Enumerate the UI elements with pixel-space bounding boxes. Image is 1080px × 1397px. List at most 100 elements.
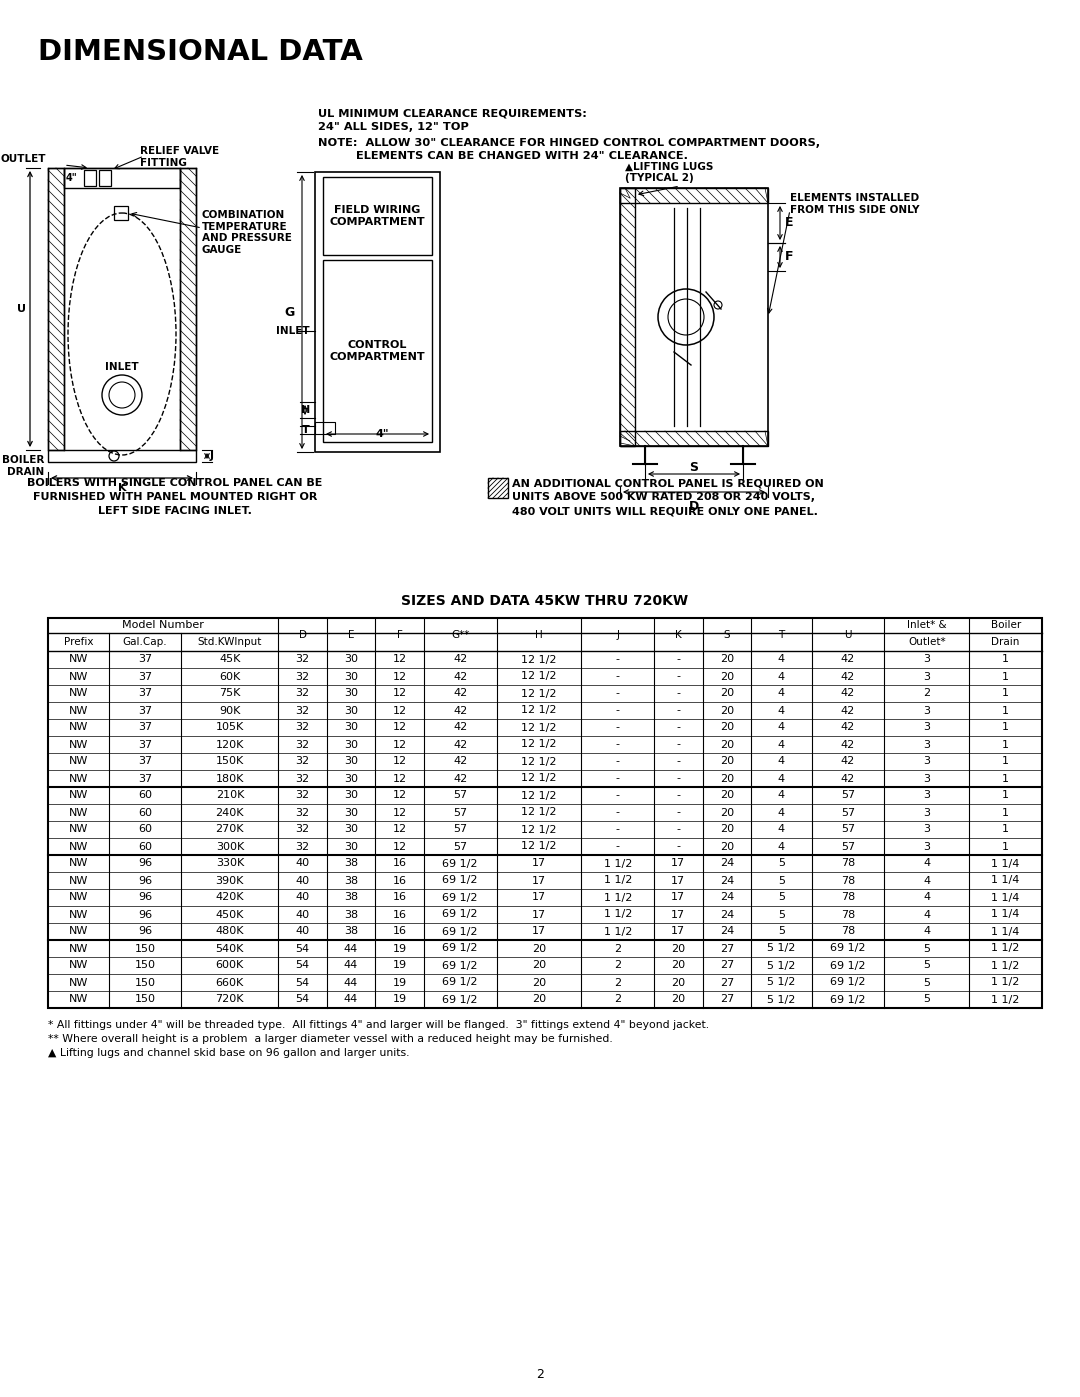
- Text: 57: 57: [841, 791, 855, 800]
- Text: 32: 32: [296, 757, 310, 767]
- Text: 12: 12: [392, 757, 406, 767]
- Text: 40: 40: [296, 859, 310, 869]
- Text: 54: 54: [296, 978, 310, 988]
- Text: J: J: [617, 630, 619, 640]
- Text: 3: 3: [923, 739, 930, 750]
- Text: OUTLET: OUTLET: [0, 154, 46, 163]
- Text: 38: 38: [345, 926, 359, 936]
- Text: NW: NW: [69, 689, 87, 698]
- Text: 5 1/2: 5 1/2: [767, 943, 796, 954]
- Bar: [180, 168, 195, 450]
- Text: 4: 4: [923, 909, 930, 919]
- Text: NW: NW: [69, 893, 87, 902]
- Text: 42: 42: [453, 774, 468, 784]
- Text: D: D: [689, 500, 699, 513]
- Text: 480K: 480K: [216, 926, 244, 936]
- Text: 1 1/4: 1 1/4: [991, 926, 1020, 936]
- Text: 150K: 150K: [216, 757, 244, 767]
- Text: 17: 17: [672, 909, 686, 919]
- Text: 1 1/2: 1 1/2: [604, 926, 632, 936]
- Text: AN ADDITIONAL CONTROL PANEL IS REQUIRED ON: AN ADDITIONAL CONTROL PANEL IS REQUIRED …: [512, 478, 824, 488]
- Text: 4: 4: [778, 774, 785, 784]
- Text: 42: 42: [453, 689, 468, 698]
- Text: 54: 54: [296, 943, 310, 954]
- Text: 69 1/2: 69 1/2: [443, 961, 477, 971]
- Text: 1 1/2: 1 1/2: [604, 876, 632, 886]
- Text: 30: 30: [345, 705, 359, 715]
- Text: -: -: [676, 655, 680, 665]
- Text: K: K: [675, 630, 681, 640]
- Text: 1: 1: [1002, 705, 1009, 715]
- Text: ELEMENTS INSTALLED
FROM THIS SIDE ONLY: ELEMENTS INSTALLED FROM THIS SIDE ONLY: [789, 193, 919, 215]
- Text: 69 1/2: 69 1/2: [443, 995, 477, 1004]
- Text: 4: 4: [923, 859, 930, 869]
- Text: CONTROL
COMPARTMENT: CONTROL COMPARTMENT: [329, 341, 424, 362]
- Text: 12 1/2: 12 1/2: [522, 757, 556, 767]
- Text: 4: 4: [778, 655, 785, 665]
- Text: 12 1/2: 12 1/2: [522, 739, 556, 750]
- Text: NW: NW: [69, 943, 87, 954]
- Text: 20: 20: [531, 995, 546, 1004]
- Text: 42: 42: [841, 655, 855, 665]
- Text: U: U: [17, 305, 27, 314]
- Text: 20: 20: [531, 943, 546, 954]
- Text: 57: 57: [454, 791, 468, 800]
- Bar: [315, 172, 440, 453]
- Text: BOILER
DRAIN: BOILER DRAIN: [2, 455, 44, 476]
- Text: NW: NW: [69, 926, 87, 936]
- Text: -: -: [676, 705, 680, 715]
- Text: 12: 12: [392, 791, 406, 800]
- Text: 4: 4: [778, 689, 785, 698]
- Text: 60: 60: [138, 841, 152, 852]
- Text: 4: 4: [778, 705, 785, 715]
- Text: 42: 42: [841, 739, 855, 750]
- Text: 5: 5: [923, 995, 930, 1004]
- Text: -: -: [616, 739, 620, 750]
- Text: 12: 12: [392, 705, 406, 715]
- Text: 4: 4: [778, 824, 785, 834]
- Text: 1: 1: [1002, 841, 1009, 852]
- Text: NW: NW: [69, 978, 87, 988]
- Text: NW: NW: [69, 672, 87, 682]
- Text: 12: 12: [392, 722, 406, 732]
- Text: Gal.Cap.: Gal.Cap.: [123, 637, 167, 647]
- Text: UNITS ABOVE 500 KW RATED 208 OR 240 VOLTS,: UNITS ABOVE 500 KW RATED 208 OR 240 VOLT…: [512, 492, 815, 502]
- Text: ▲LIFTING LUGS
(TYPICAL 2): ▲LIFTING LUGS (TYPICAL 2): [625, 162, 714, 183]
- Text: 12: 12: [392, 655, 406, 665]
- Text: 78: 78: [841, 909, 855, 919]
- Text: 5 1/2: 5 1/2: [767, 961, 796, 971]
- Bar: [48, 450, 195, 462]
- Text: 57: 57: [454, 841, 468, 852]
- Text: 96: 96: [138, 876, 152, 886]
- Text: Boiler: Boiler: [990, 620, 1021, 630]
- Text: S: S: [689, 461, 699, 474]
- Text: -: -: [676, 841, 680, 852]
- Text: 69 1/2: 69 1/2: [443, 909, 477, 919]
- Bar: [48, 168, 64, 450]
- Text: 3: 3: [923, 757, 930, 767]
- Text: 60: 60: [138, 807, 152, 817]
- Text: 20: 20: [719, 722, 734, 732]
- Text: 150: 150: [135, 978, 156, 988]
- Text: 20: 20: [719, 791, 734, 800]
- Text: RELIEF VALVE
FITTING: RELIEF VALVE FITTING: [140, 147, 219, 168]
- Text: F: F: [396, 630, 403, 640]
- Text: 42: 42: [841, 672, 855, 682]
- Text: 12: 12: [392, 841, 406, 852]
- Text: J: J: [210, 451, 214, 461]
- Text: 5: 5: [923, 961, 930, 971]
- Text: 5: 5: [778, 859, 785, 869]
- Text: 2: 2: [615, 978, 621, 988]
- Text: 1 1/2: 1 1/2: [604, 893, 632, 902]
- Text: 42: 42: [841, 689, 855, 698]
- Text: 180K: 180K: [216, 774, 244, 784]
- Text: 420K: 420K: [216, 893, 244, 902]
- Text: 150: 150: [135, 995, 156, 1004]
- Text: 17: 17: [531, 876, 546, 886]
- Text: Prefix: Prefix: [64, 637, 93, 647]
- Text: NW: NW: [69, 705, 87, 715]
- Text: 4: 4: [923, 926, 930, 936]
- Text: 1: 1: [1002, 672, 1009, 682]
- Text: 16: 16: [392, 876, 406, 886]
- Text: 1: 1: [1002, 757, 1009, 767]
